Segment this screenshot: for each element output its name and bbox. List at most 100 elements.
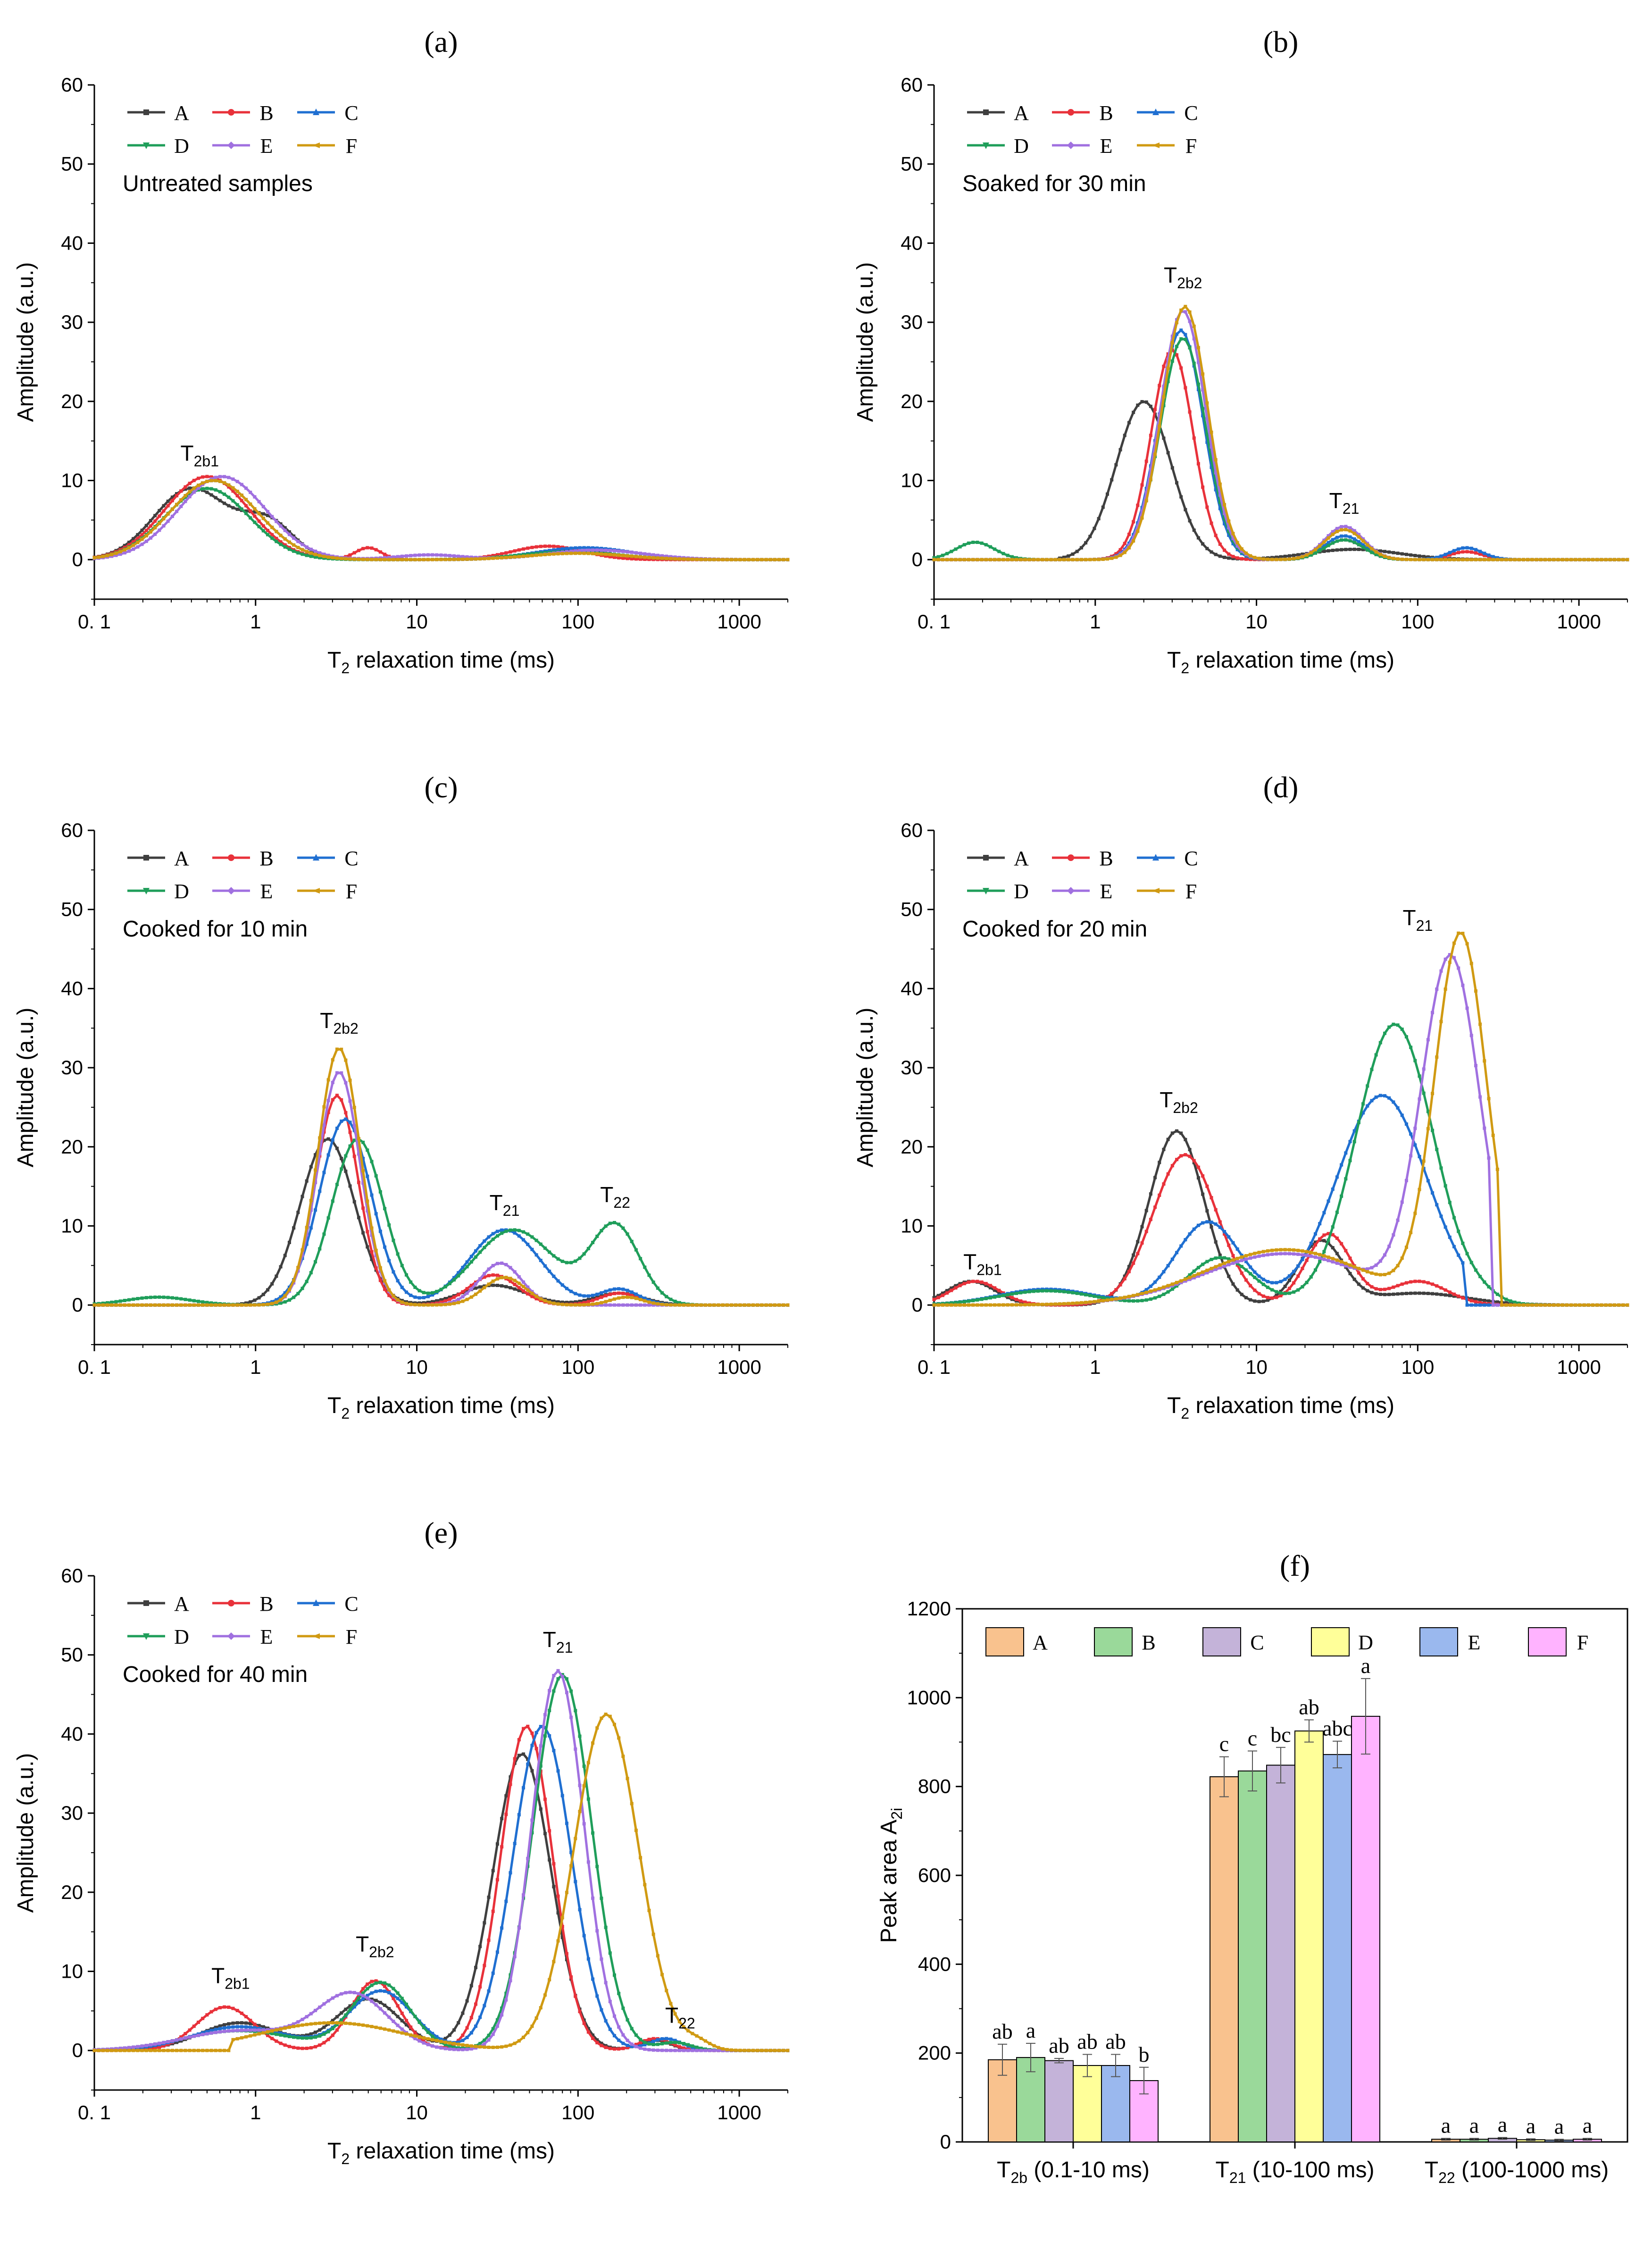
data-point-B bbox=[1153, 408, 1157, 411]
data-point-D bbox=[487, 1241, 491, 1245]
series-markers-F bbox=[92, 1047, 790, 1307]
data-point-F bbox=[1626, 558, 1629, 561]
data-point-C bbox=[539, 1259, 542, 1263]
data-point-C bbox=[1175, 332, 1178, 336]
data-point-B bbox=[1461, 1296, 1465, 1300]
data-point-C bbox=[560, 547, 564, 551]
data-point-F bbox=[326, 555, 330, 559]
data-point-C bbox=[530, 1744, 534, 1748]
data-point-E bbox=[665, 554, 668, 558]
data-point-D bbox=[967, 1299, 970, 1303]
data-point-E bbox=[326, 1099, 330, 1103]
data-point-E bbox=[1344, 525, 1348, 528]
data-point-B bbox=[184, 485, 187, 489]
data-point-B bbox=[1132, 1261, 1135, 1265]
data-point-F bbox=[1118, 553, 1122, 557]
data-point-F bbox=[452, 1302, 456, 1305]
data-point-A bbox=[1196, 1176, 1200, 1180]
data-point-D bbox=[1513, 1300, 1517, 1304]
data-point-C bbox=[240, 2025, 243, 2029]
data-point-A bbox=[950, 1286, 953, 1290]
data-point-F bbox=[448, 1302, 451, 1306]
data-point-A bbox=[322, 1138, 326, 1142]
data-point-D bbox=[1214, 1256, 1218, 1260]
data-point-E bbox=[1166, 357, 1170, 361]
data-point-C bbox=[209, 2029, 213, 2032]
data-point-D bbox=[1192, 1269, 1196, 1273]
data-point-A bbox=[231, 506, 235, 510]
data-point-D bbox=[630, 2027, 634, 2031]
data-point-F bbox=[1560, 558, 1564, 561]
data-point-B bbox=[201, 2016, 205, 2020]
data-point-D bbox=[110, 1300, 114, 1304]
data-point-B bbox=[1175, 353, 1178, 357]
data-point-D bbox=[422, 2026, 426, 2030]
data-point-F bbox=[1179, 1279, 1183, 1283]
data-point-F bbox=[1352, 1265, 1356, 1269]
data-point-F bbox=[439, 1303, 443, 1307]
data-point-A bbox=[352, 1200, 356, 1204]
data-point-F bbox=[1526, 1303, 1530, 1307]
data-point-F bbox=[309, 551, 313, 555]
data-point-B bbox=[1322, 1233, 1326, 1237]
data-point-B bbox=[1166, 1172, 1170, 1176]
data-point-B bbox=[639, 557, 642, 561]
data-point-E bbox=[149, 536, 152, 540]
data-point-E bbox=[396, 555, 400, 559]
data-point-D bbox=[600, 1897, 603, 1900]
data-point-D bbox=[457, 1274, 460, 1278]
y-tick-label: 0 bbox=[72, 1294, 83, 1316]
data-point-F bbox=[1366, 543, 1369, 547]
data-point-A bbox=[457, 2021, 460, 2024]
data-point-B bbox=[539, 1299, 542, 1303]
data-point-F bbox=[1175, 1280, 1178, 1284]
data-point-A bbox=[491, 1283, 495, 1287]
data-point-C bbox=[621, 2041, 625, 2045]
data-point-E bbox=[517, 1275, 521, 1279]
series-markers-C bbox=[932, 1094, 1629, 1307]
data-point-B bbox=[1175, 1158, 1178, 1162]
data-point-A bbox=[1409, 553, 1413, 557]
x-axis-title: T2 relaxation time (ms) bbox=[327, 648, 555, 677]
data-point-F bbox=[179, 498, 183, 502]
data-point-A bbox=[340, 2011, 343, 2015]
data-point-B bbox=[634, 557, 638, 561]
data-point-C bbox=[517, 1234, 521, 1238]
data-point-F bbox=[1344, 1262, 1348, 1265]
data-point-F bbox=[192, 486, 196, 490]
data-point-F bbox=[296, 1266, 300, 1270]
data-point-B bbox=[1266, 1296, 1269, 1299]
data-point-A bbox=[1170, 1131, 1174, 1135]
data-point-D bbox=[352, 2002, 356, 2006]
series-line-F bbox=[94, 479, 788, 561]
data-point-D bbox=[976, 1298, 979, 1302]
data-point-A bbox=[491, 1869, 495, 1873]
data-point-E bbox=[314, 549, 317, 553]
data-point-B bbox=[448, 1297, 451, 1301]
data-point-E bbox=[335, 1071, 339, 1075]
y-tick-label: 50 bbox=[61, 153, 83, 175]
data-point-E bbox=[474, 1282, 477, 1286]
data-point-A bbox=[1348, 547, 1352, 551]
data-point-F bbox=[1322, 1254, 1326, 1258]
data-point-A bbox=[218, 2024, 222, 2028]
data-point-F bbox=[110, 552, 114, 556]
data-point-B bbox=[526, 1724, 530, 1728]
data-point-E bbox=[1348, 526, 1352, 530]
data-point-D bbox=[292, 1296, 296, 1299]
data-point-F bbox=[214, 479, 217, 483]
data-point-E bbox=[413, 553, 417, 557]
data-point-E bbox=[1443, 957, 1447, 961]
data-point-D bbox=[993, 547, 997, 551]
data-point-F bbox=[335, 1047, 339, 1051]
data-point-E bbox=[374, 1254, 378, 1257]
data-point-F bbox=[417, 558, 421, 561]
y-tick-label: 40 bbox=[61, 977, 83, 999]
x-tick-label: 10 bbox=[1245, 610, 1268, 633]
data-point-E bbox=[140, 543, 144, 546]
data-point-D bbox=[465, 1265, 469, 1269]
data-point-A bbox=[1352, 547, 1356, 551]
data-point-B bbox=[673, 2043, 677, 2047]
data-point-A bbox=[443, 2037, 447, 2040]
series-markers-E bbox=[92, 1071, 790, 1307]
